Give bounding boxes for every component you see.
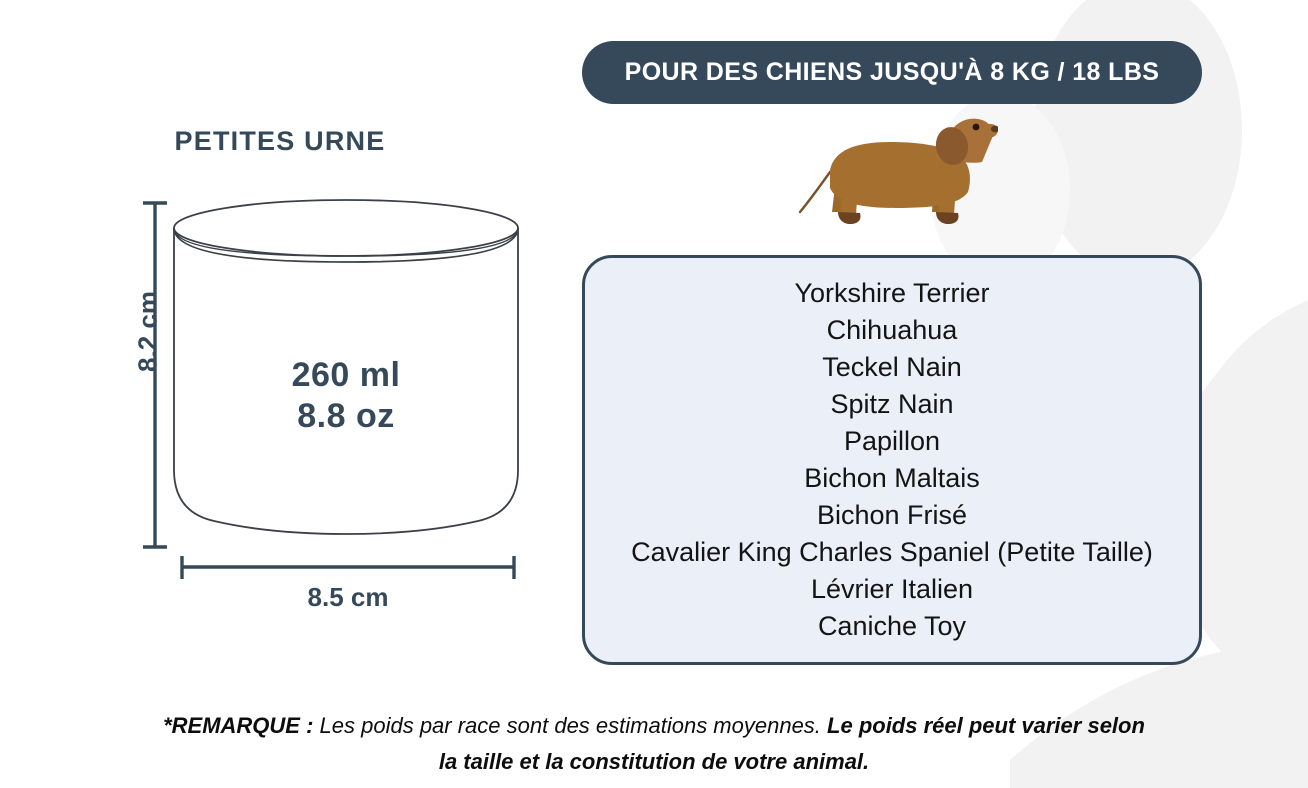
dog-eye xyxy=(972,123,980,131)
dog-hind-leg xyxy=(840,182,858,216)
dog-front-paw xyxy=(936,212,959,224)
list-item: Cavalier King Charles Spaniel (Petite Ta… xyxy=(631,537,1153,567)
dimension-label-width: 8.5 cm xyxy=(307,582,389,612)
breed-list: Yorkshire Terrier Chihuahua Teckel Nain … xyxy=(631,275,1153,645)
urn-lid-band xyxy=(173,227,519,263)
dimension-line-width xyxy=(180,556,516,579)
dimension-line-height xyxy=(143,201,167,549)
dog-body xyxy=(830,142,970,208)
urn-body-outline xyxy=(173,228,519,535)
footnote: *REMARQUE : Les poids par race sont des … xyxy=(154,708,1154,780)
list-item: Chihuahua xyxy=(826,315,958,345)
dog-ear xyxy=(935,127,969,165)
dimension-label-height: 8.2 cm xyxy=(132,291,163,372)
dachshund-icon xyxy=(798,118,998,224)
weight-range-banner: POUR DES CHIENS JUSQU'À 8 KG / 18 LBS xyxy=(582,41,1202,104)
list-item: Lévrier Italien xyxy=(810,574,974,604)
urn-lid-top xyxy=(173,199,519,257)
page-title: PETITES URNE xyxy=(174,126,386,157)
list-item: Bichon Maltais xyxy=(804,463,980,493)
dog-front-leg xyxy=(938,182,956,216)
list-item: Teckel Nain xyxy=(822,352,962,382)
list-item: Caniche Toy xyxy=(817,611,967,641)
urn-drawing xyxy=(143,199,519,579)
dog-nose xyxy=(991,125,998,133)
footnote-bold: Le poids réel peut varier selon la taill… xyxy=(438,713,1145,774)
list-item: Bichon Frisé xyxy=(816,500,968,530)
breed-list-box: Yorkshire Terrier Chihuahua Teckel Nain … xyxy=(582,255,1202,665)
urn-volume-oz: 8.8 oz xyxy=(297,397,395,435)
footnote-regular: Les poids par race sont des estimations … xyxy=(313,713,828,738)
urn-diagram-panel: PETITES URNE 260 ml 8.8 oz 8.2 cm xyxy=(0,0,560,680)
dog-tail xyxy=(798,170,832,214)
list-item: Yorkshire Terrier xyxy=(794,278,990,308)
footnote-label: *REMARQUE : xyxy=(163,713,314,738)
urn-lid-seam xyxy=(173,227,519,257)
list-item: Spitz Nain xyxy=(830,389,954,419)
list-item: Papillon xyxy=(843,426,941,456)
dog-hind-paw xyxy=(838,212,861,224)
urn-volume-ml: 260 ml xyxy=(291,356,401,394)
urn-volume: 260 ml 8.8 oz xyxy=(176,355,516,437)
weight-range-banner-text: POUR DES CHIENS JUSQU'À 8 KG / 18 LBS xyxy=(624,58,1160,86)
